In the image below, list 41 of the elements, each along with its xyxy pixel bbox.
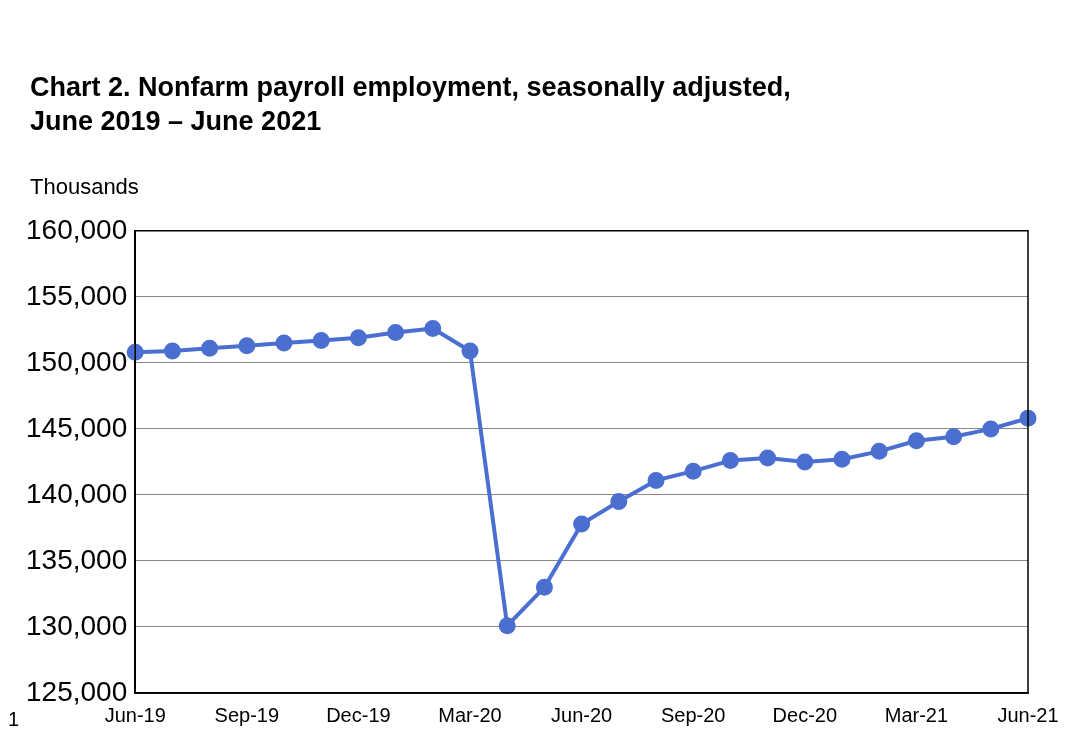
point (833, 450, 851, 468)
x-tick-label: Jun-21 (997, 703, 1059, 726)
point (870, 442, 888, 460)
chart-title: Chart 2. Nonfarm payroll employment, seasonally adjusted, June 2019 – June 2021 (30, 71, 791, 138)
y-axis-title: Thousands (30, 174, 139, 200)
point (498, 617, 516, 635)
point (610, 493, 628, 511)
point (796, 453, 814, 471)
y-tick-label: 145,000 (25, 411, 128, 443)
point (275, 334, 293, 352)
point (759, 449, 777, 467)
text: 1 (8, 708, 20, 731)
x-tick-label: Sep-20 (660, 703, 726, 726)
x-tick-label: Jun-20 (551, 703, 613, 726)
point (238, 337, 256, 355)
y-tick-label: 150,000 (25, 345, 128, 377)
x-tick-label: Dec-20 (772, 703, 838, 726)
y-tick-label: 135,000 (25, 543, 128, 575)
point (647, 471, 665, 489)
point (721, 452, 739, 470)
y-tick-label: 140,000 (25, 477, 128, 509)
point (684, 462, 702, 480)
x-tick-label: Dec-19 (326, 703, 391, 726)
point (573, 515, 591, 533)
point (424, 320, 442, 338)
point (535, 578, 553, 596)
point (461, 342, 479, 360)
point (387, 323, 405, 341)
point (945, 428, 963, 446)
x-tick-label: Mar-21 (884, 703, 949, 726)
y-tick-label: 155,000 (25, 279, 128, 311)
y-tick-label: 130,000 (25, 609, 128, 641)
x-tick-label: Mar-20 (438, 703, 502, 726)
x-tick-label: Sep-19 (214, 703, 280, 726)
y-tick-label: 160,000 (25, 213, 128, 245)
point (349, 329, 367, 347)
point (312, 331, 330, 349)
point (201, 339, 219, 357)
point (982, 420, 1000, 438)
point (907, 432, 925, 450)
point (163, 342, 181, 360)
